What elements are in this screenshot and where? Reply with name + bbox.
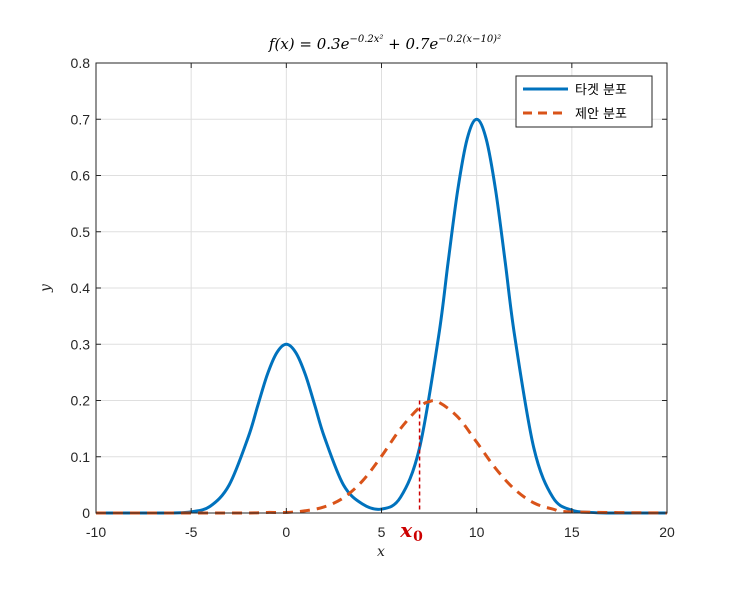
series-layer [96,117,668,515]
title-exp1: −0.2x² [349,34,383,45]
y-axis-label: y [38,283,54,293]
y-tick-label: 0.8 [71,55,91,71]
legend-label-proposal: 제안 분포 [575,107,627,122]
legend-box [515,75,653,128]
legend: 타겟 분포 제안 분포 [515,75,653,128]
title-exp2: −0.2(x−10)² [438,34,501,45]
title-mid: + 0.7e [383,35,438,53]
y-tick-label: 0.2 [71,393,91,409]
x-axis-label: x [377,544,385,560]
y-tick-label: 0.1 [71,449,91,465]
x-tick-label: 10 [469,524,485,540]
chart-title: f(x) = 0.3e−0.2x² + 0.7e−0.2(x−10)² [268,34,501,53]
y-tick-label: 0.5 [71,224,91,240]
title-lhs: f(x) = 0.3e [268,35,350,53]
x-tick-label: 20 [659,524,675,540]
series-line-proposal [96,399,668,515]
y-tick-label: 0 [82,505,90,521]
annotation-layer: x0 [399,400,423,545]
y-tick-label: 0.6 [71,168,91,184]
y-tick-label: 0.4 [71,280,91,296]
x-tick-label: -5 [185,524,198,540]
x-tick-label: 5 [378,524,386,540]
x-tick-label: 0 [282,524,290,540]
y-tick-label: 0.7 [71,111,91,127]
x-tick-label: 15 [564,524,580,540]
x-tick-label: -10 [86,524,106,540]
axes: -10 -5 0 5 10 15 20 0 0.1 0.2 0.3 0.4 0.5 0.6 0.7 0.8 [71,55,675,540]
series-line-target [96,117,667,515]
y-tick-label: 0.3 [71,336,91,352]
legend-label-target: 타겟 분포 [575,83,627,98]
x0-annotation-label: x0 [399,518,423,545]
